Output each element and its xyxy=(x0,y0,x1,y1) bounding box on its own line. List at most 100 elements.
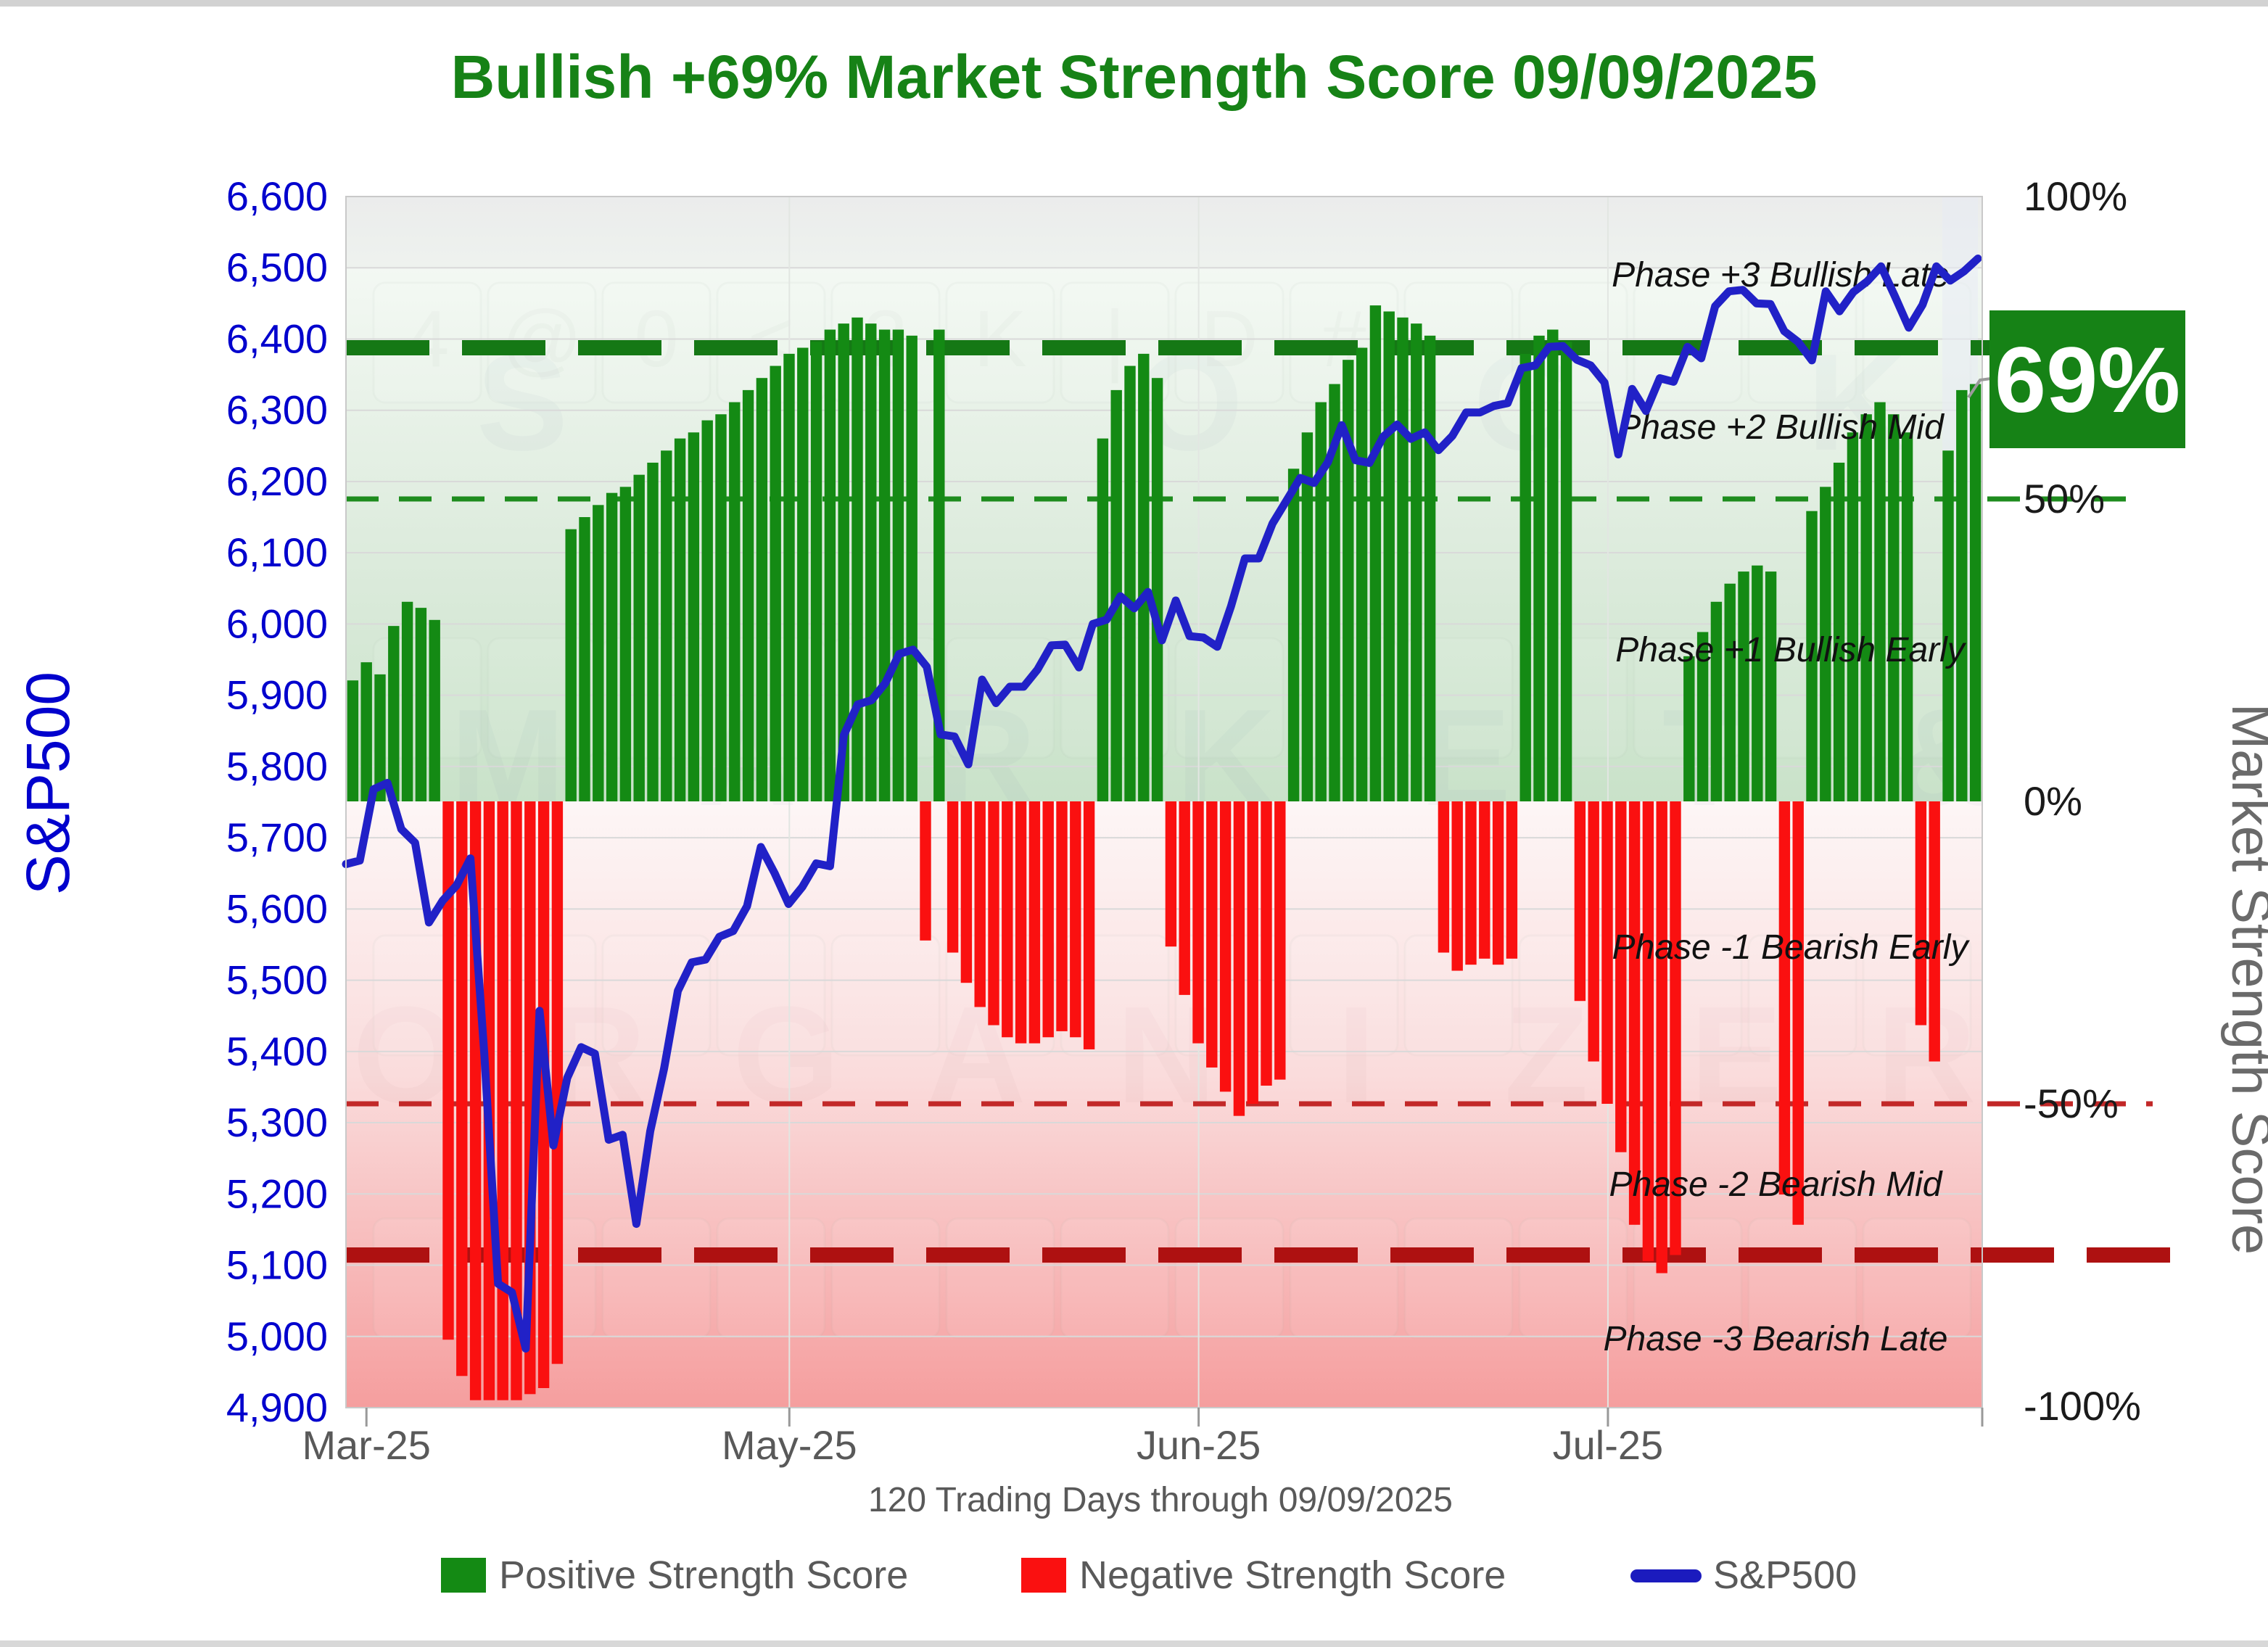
negative-score-bar xyxy=(1002,801,1013,1038)
positive-score-bar xyxy=(429,619,440,801)
watermark-key xyxy=(945,934,1055,1057)
positive-score-bar xyxy=(1860,414,1872,801)
positive-score-bar xyxy=(892,329,904,802)
positive-score-bar xyxy=(838,323,849,801)
positive-score-bar xyxy=(906,335,917,801)
negative-score-bar xyxy=(1233,801,1245,1116)
right-axis-tick: -50% xyxy=(2024,1081,2119,1126)
negative-score-bar xyxy=(537,801,550,1388)
left-axis-tick: 5,600 xyxy=(226,886,328,931)
positive-score-bar xyxy=(851,317,863,801)
negative-score-bar xyxy=(551,801,564,1364)
positive-score-bar xyxy=(1138,353,1150,802)
positive-score-bar xyxy=(1765,571,1777,801)
positive-score-bar xyxy=(388,626,400,801)
positive-score-bar xyxy=(1424,335,1436,801)
watermark-key xyxy=(1174,637,1284,759)
window-top-strip xyxy=(0,0,2268,7)
positive-score-bar xyxy=(619,487,632,801)
negative-score-bar xyxy=(1206,801,1218,1068)
negative-score-bar xyxy=(1670,801,1681,1255)
watermark-key xyxy=(372,637,482,759)
phase-label: Phase +3 Bullish Late xyxy=(1612,256,1950,294)
negative-score-bar xyxy=(1179,801,1190,995)
left-axis-tick: 6,000 xyxy=(226,600,328,646)
phase-label: Phase -2 Bearish Mid xyxy=(1609,1165,1943,1204)
positive-score-bar xyxy=(933,329,945,802)
positive-score-bar xyxy=(824,329,836,802)
positive-score-bar xyxy=(1343,360,1354,801)
x-axis-tick-label: May-25 xyxy=(722,1422,857,1468)
left-axis-tick: 5,300 xyxy=(226,1099,328,1145)
left-axis-tick: 5,800 xyxy=(226,743,328,789)
negative-score-bar xyxy=(1192,801,1204,1044)
positive-score-bar xyxy=(1847,432,1859,801)
plot-upper-gray-band xyxy=(346,197,1982,268)
legend-swatch-sp500 xyxy=(1630,1569,1702,1582)
plot-border xyxy=(345,196,1983,1408)
positive-score-bar xyxy=(1329,384,1340,801)
negative-score-bar xyxy=(1656,801,1667,1274)
positive-score-bar xyxy=(742,389,754,801)
positive-score-bar xyxy=(1820,487,1831,801)
watermark-letter: I xyxy=(1337,978,1376,1132)
positive-score-bar xyxy=(593,505,604,801)
negative-score-bar xyxy=(947,801,959,953)
watermark-letter: E xyxy=(1691,978,1783,1132)
watermark-key xyxy=(601,1217,712,1340)
watermark-key xyxy=(1289,934,1399,1057)
watermark-key xyxy=(945,1217,1055,1340)
negative-score-bar xyxy=(1261,801,1272,1086)
x-axis-title: 120 Trading Days through 09/09/2025 xyxy=(868,1481,1453,1519)
chart-title: Bullish +69% Market Strength Score 09/09… xyxy=(450,43,1818,111)
left-axis-tick: 6,400 xyxy=(226,315,328,361)
positive-score-bar xyxy=(715,414,727,801)
positive-score-bar xyxy=(1696,632,1709,801)
positive-score-bar xyxy=(1683,656,1695,801)
positive-score-bar xyxy=(347,680,359,801)
positive-score-bar xyxy=(1956,389,1968,801)
negative-score-bar xyxy=(1628,801,1641,1225)
positive-score-bar xyxy=(374,674,386,801)
positive-score-bar xyxy=(1533,335,1545,801)
positive-score-bar xyxy=(783,353,795,802)
positive-score-bar xyxy=(878,329,891,802)
positive-score-bar xyxy=(1888,414,1900,801)
left-axis-tick: 5,100 xyxy=(226,1242,328,1288)
negative-score-bar xyxy=(1615,801,1627,1152)
positive-score-bar xyxy=(1560,342,1572,801)
left-axis-tick: 5,700 xyxy=(226,814,328,860)
right-axis-title: Market Strength Score xyxy=(2220,703,2268,1255)
watermark-key xyxy=(830,934,941,1057)
positive-score-bar xyxy=(633,474,645,801)
left-axis-tick: 6,300 xyxy=(226,387,328,433)
positive-score-bar xyxy=(1124,366,1136,801)
watermark-key xyxy=(716,934,826,1057)
left-axis-tick: 4,900 xyxy=(226,1384,328,1430)
negative-score-bar xyxy=(1274,801,1286,1080)
watermark-key xyxy=(1174,1217,1284,1340)
right-axis-tick: -100% xyxy=(2024,1383,2141,1429)
negative-score-bar xyxy=(1778,801,1791,1195)
negative-score-bar xyxy=(960,801,973,983)
legend-swatch-negative xyxy=(1021,1558,1066,1593)
positive-score-bar xyxy=(1724,583,1736,801)
positive-score-bar xyxy=(1519,353,1531,802)
left-axis-tick: 6,100 xyxy=(226,529,328,575)
legend-label-sp500: S&P500 xyxy=(1713,1553,1857,1597)
x-axis-tick-label: Jun-25 xyxy=(1137,1422,1261,1468)
positive-score-bar xyxy=(579,517,590,801)
positive-score-bar xyxy=(729,402,741,801)
left-axis-tick: 5,200 xyxy=(226,1171,328,1216)
positive-score-bar xyxy=(360,662,372,801)
positive-score-bar xyxy=(647,462,659,801)
phase-label: Phase +2 Bullish Mid xyxy=(1617,408,1945,447)
x-axis-tick-label: Mar-25 xyxy=(302,1422,431,1468)
positive-score-bar xyxy=(674,438,686,801)
x-axis-tick-label: Jul-25 xyxy=(1553,1422,1664,1468)
positive-score-bar xyxy=(1874,402,1886,801)
positive-score-bar xyxy=(1301,432,1314,801)
watermark-key xyxy=(1060,1217,1170,1340)
score-leader-line xyxy=(1967,377,1992,399)
